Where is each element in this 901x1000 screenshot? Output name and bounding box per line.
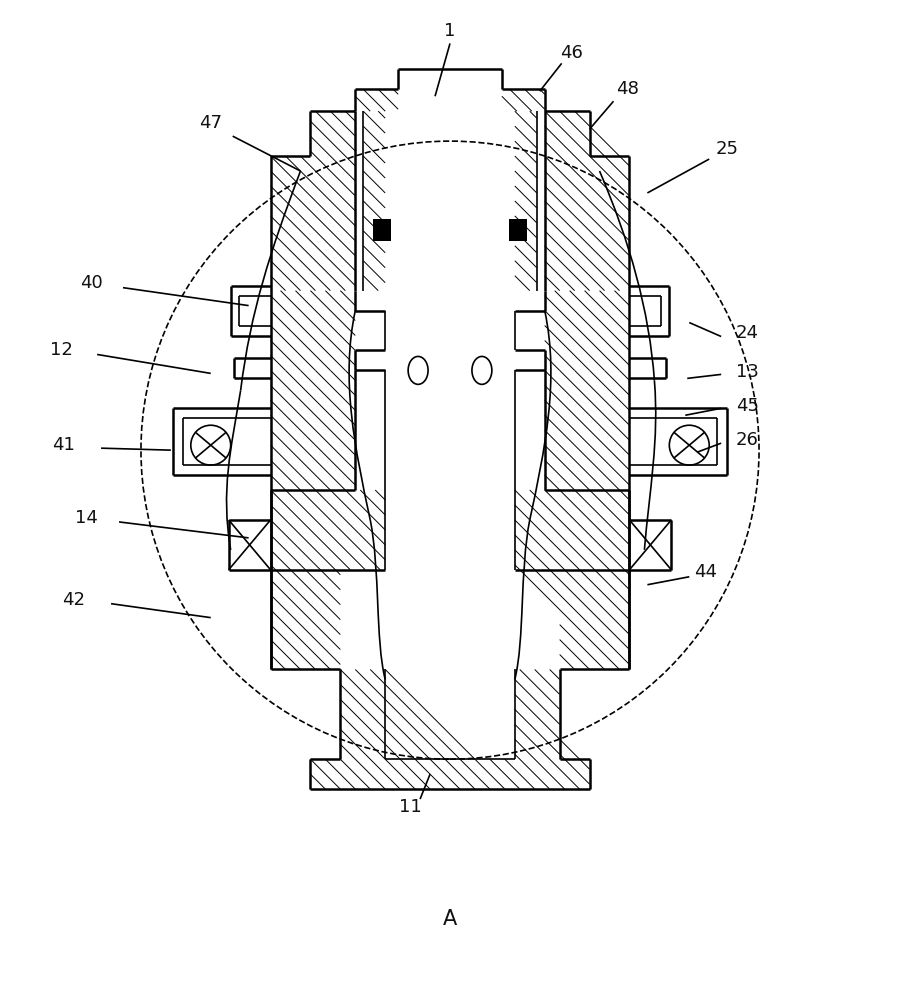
Text: 25: 25	[715, 140, 739, 158]
Text: 44: 44	[694, 563, 716, 581]
Text: 26: 26	[735, 431, 759, 449]
Text: A: A	[443, 909, 457, 929]
Text: 12: 12	[50, 341, 73, 359]
Text: 41: 41	[51, 436, 75, 454]
Bar	[509, 219, 527, 241]
Text: 42: 42	[61, 591, 85, 609]
Text: 46: 46	[560, 44, 583, 62]
Text: 13: 13	[735, 363, 759, 381]
Text: 47: 47	[199, 114, 223, 132]
Text: 14: 14	[75, 509, 97, 527]
Text: 24: 24	[735, 324, 759, 342]
Text: 11: 11	[399, 798, 422, 816]
Text: 40: 40	[79, 274, 103, 292]
Text: 1: 1	[444, 22, 456, 40]
Text: 48: 48	[616, 80, 639, 98]
Text: 45: 45	[735, 397, 759, 415]
Bar	[373, 219, 391, 241]
